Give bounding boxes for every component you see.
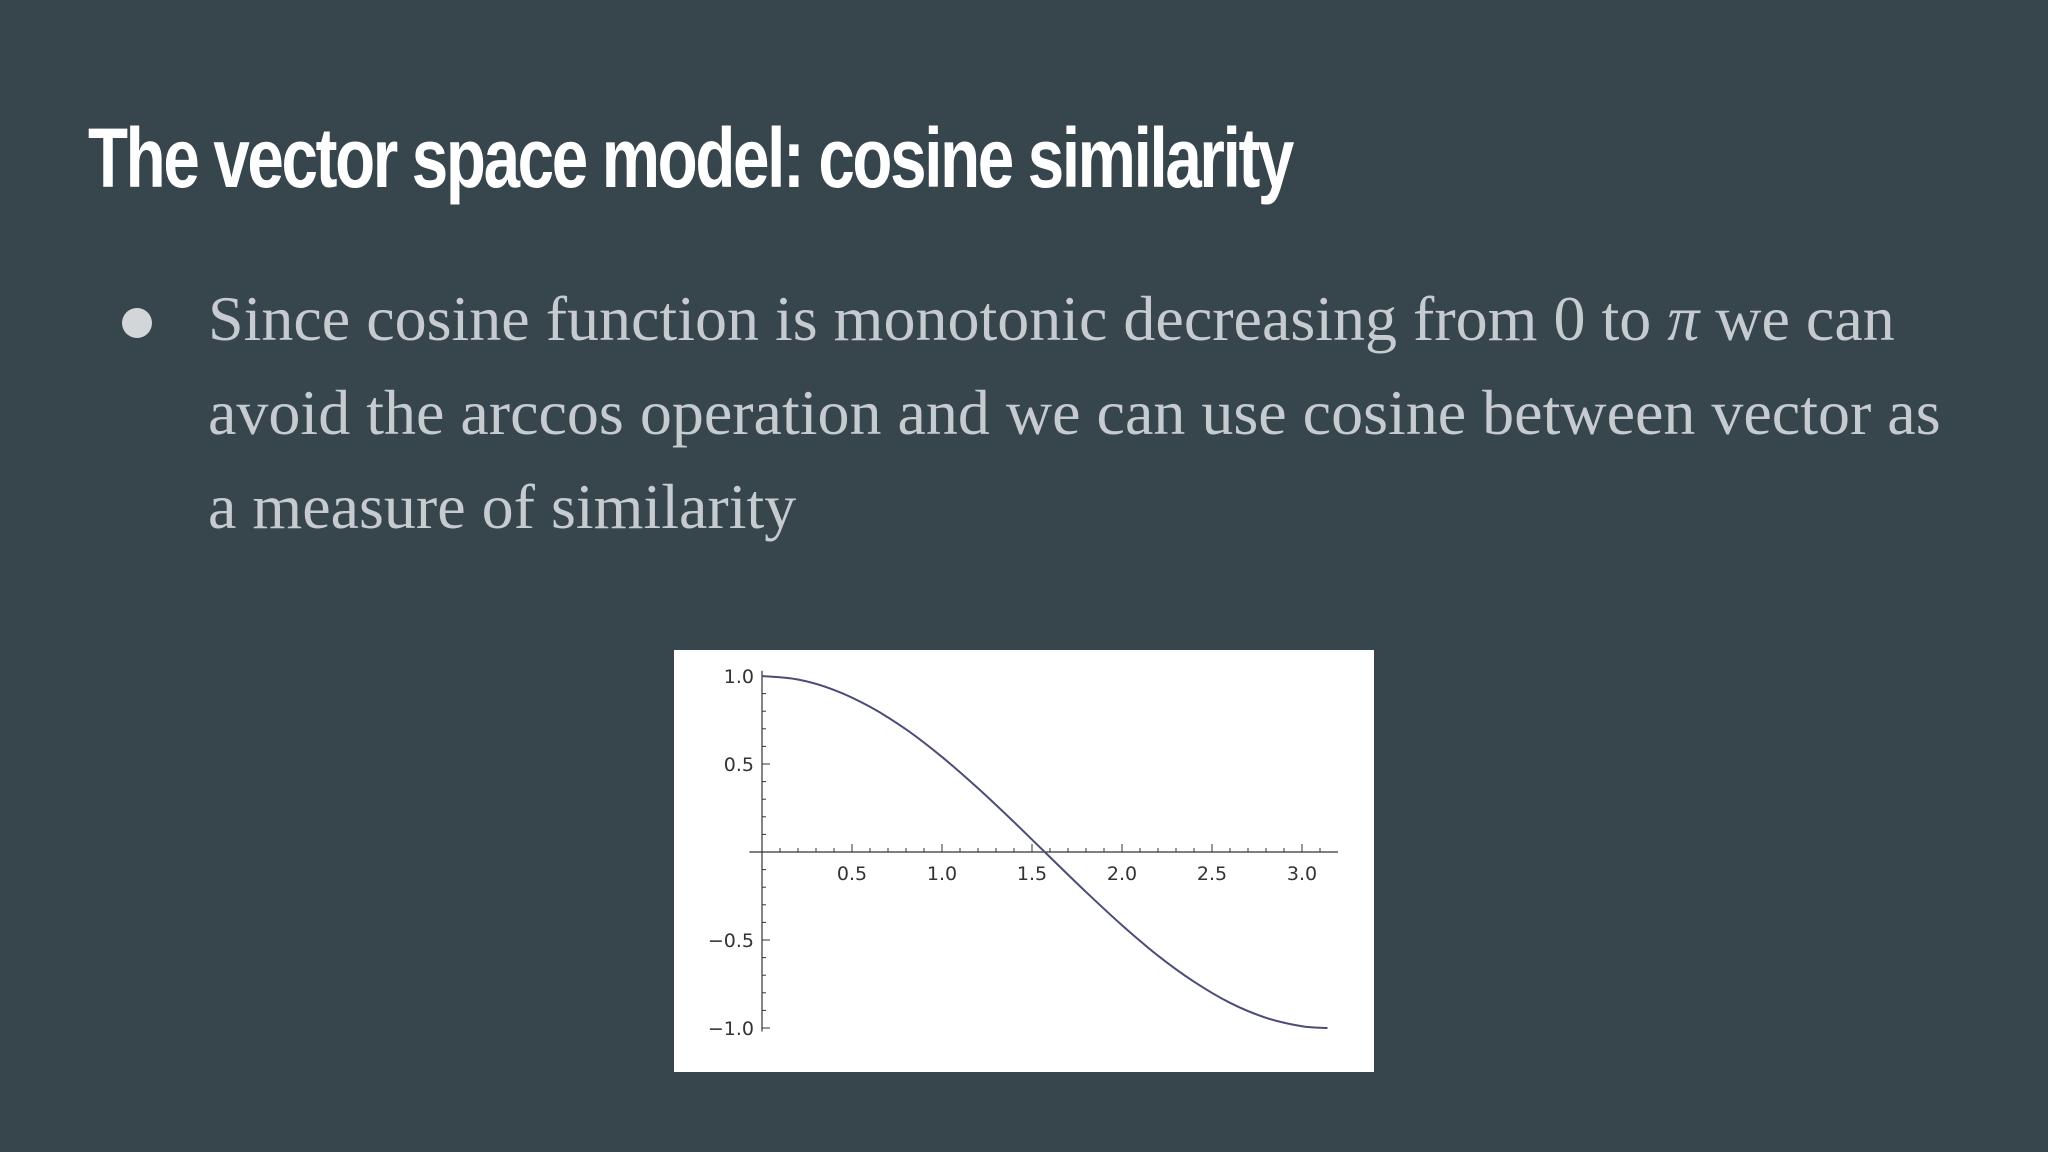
x-tick-label: 0.5	[837, 863, 867, 885]
cosine-chart: 0.5 1.0 1.5 2.0 2.5 3.0 1.0 0.5 −0.5 −1.0	[674, 650, 1374, 1072]
x-tick-label: 2.0	[1107, 863, 1137, 885]
slide-title: The vector space model: cosine similarit…	[88, 111, 1294, 205]
cosine-chart-svg: 0.5 1.0 1.5 2.0 2.5 3.0 1.0 0.5 −0.5 −1.0	[708, 666, 1338, 1040]
bullet-dot	[122, 308, 152, 338]
y-tick-label: 0.5	[724, 754, 754, 776]
minor-ticks	[762, 693, 1321, 1011]
bullet-text-part-1: Since cosine function is monotonic decre…	[208, 283, 1668, 354]
bullet-text: Since cosine function is monotonic decre…	[208, 272, 1948, 554]
y-tick-label: 1.0	[724, 666, 754, 688]
bullet-text-part-2: we can avoid the arccos operation and we…	[208, 283, 1941, 542]
x-tick-label: 1.0	[927, 863, 957, 885]
x-tick-label: 1.5	[1017, 863, 1047, 885]
cosine-curve	[761, 675, 1328, 1029]
y-tick-label: −0.5	[708, 930, 754, 952]
x-tick-label: 2.5	[1197, 863, 1227, 885]
x-tick-label: 3.0	[1287, 863, 1317, 885]
y-tick-label: −1.0	[708, 1018, 754, 1040]
pi-symbol: π	[1667, 283, 1700, 354]
